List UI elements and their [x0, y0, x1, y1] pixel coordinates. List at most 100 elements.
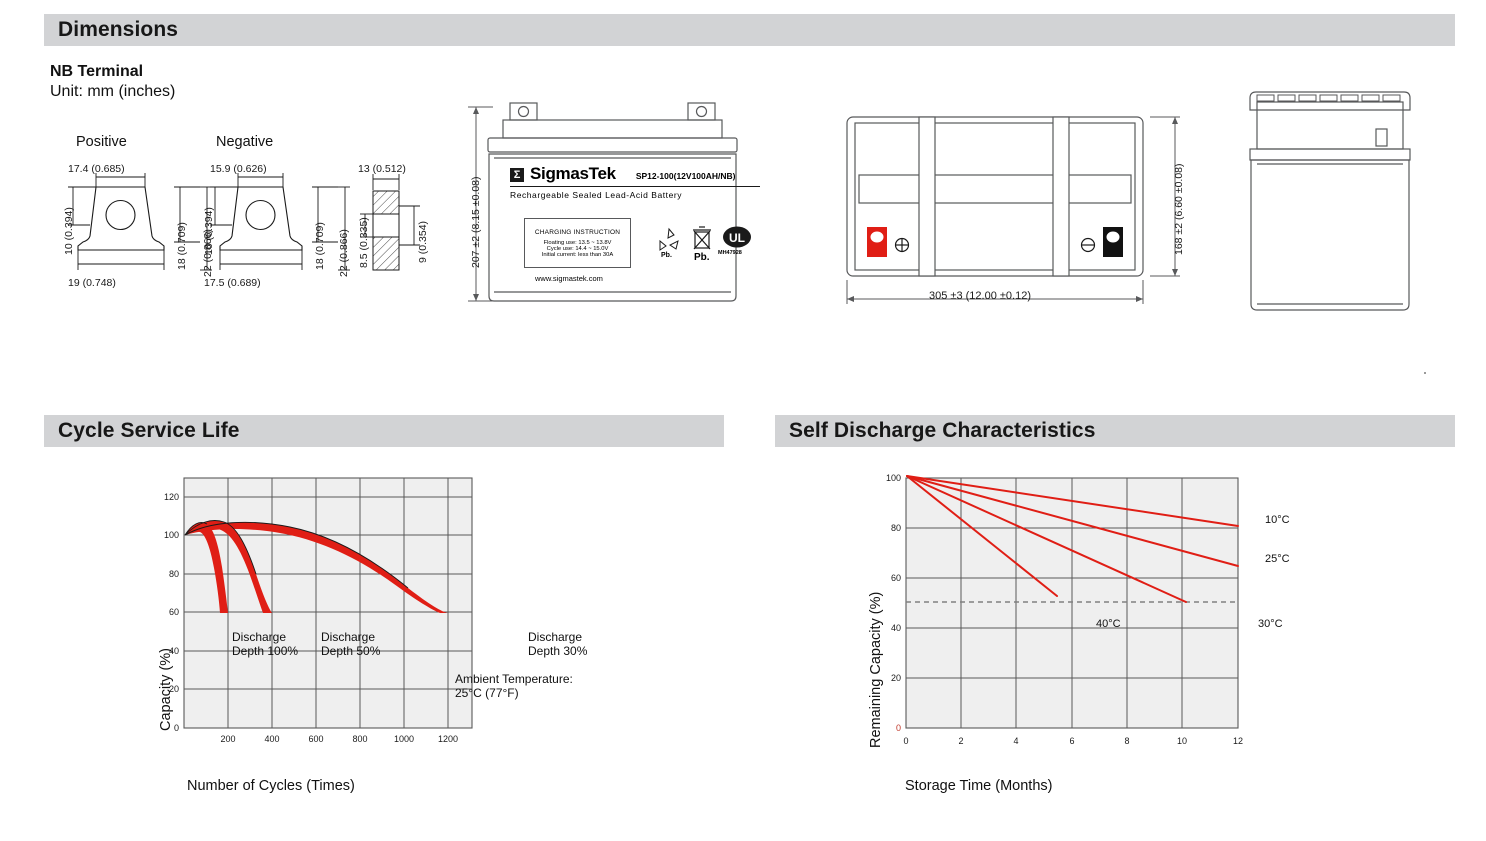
series-line-25c [906, 475, 1239, 567]
charging-line-1: Floating use: 13.5 ~ 13.8V [543, 239, 612, 246]
cycle-band-dod50 [185, 520, 272, 613]
negative-inner-height: 18 (0.709) [314, 222, 326, 270]
cycle-annotation-dod50: Discharge Depth 50% [321, 630, 381, 658]
self-discharge-label-30c: 30°C [1258, 618, 1283, 630]
section-header-self-discharge: Self Discharge Characteristics [775, 415, 1455, 447]
cycle-band-dod30 [185, 522, 448, 613]
self-discharge-xlabel: Storage Time (Months) [905, 778, 1053, 794]
svg-text:1000: 1000 [394, 734, 414, 744]
self-discharge-chart: 100 80 60 40 20 0 0 2 4 6 8 10 12 [886, 473, 1243, 746]
cycle-annotation-ambient-temp: Ambient Temperature: 25°C (77°F) [455, 672, 573, 700]
self-discharge-ylabel: Remaining Capacity (%) [868, 591, 884, 748]
svg-text:10: 10 [1177, 736, 1187, 746]
self-discharge-label-25c: 25°C [1265, 553, 1290, 565]
negative-left-height: 10 (0.394) [203, 207, 215, 255]
unit-note: Unit: mm (inches) [50, 83, 176, 100]
svg-text:120: 120 [164, 492, 179, 502]
battery-model: SP12-100(12V100AH/NB) [635, 171, 736, 181]
positive-left-height: 10 (0.394) [63, 207, 75, 255]
battery-side-view [1249, 91, 1411, 311]
positive-terminal-top [867, 227, 887, 257]
svg-text:60: 60 [891, 573, 901, 583]
svg-text:40: 40 [169, 646, 179, 656]
svg-text:6: 6 [1069, 736, 1074, 746]
svg-text:12: 12 [1233, 736, 1243, 746]
svg-text:600: 600 [308, 734, 323, 744]
battery-width-value: 168 ±2 (6.60 ±0.08) [1173, 163, 1185, 255]
section-title-dimensions: Dimensions [58, 18, 179, 41]
negative-outer-height: 22 (0.866) [338, 229, 350, 277]
battery-length-value: 305 ±3 (12.00 ±0.12) [929, 290, 1031, 302]
svg-text:2: 2 [958, 736, 963, 746]
positive-terminal-drawing [68, 173, 212, 271]
self-discharge-label-10c: 10°C [1265, 514, 1290, 526]
sigmastek-logo-mark: Σ [510, 168, 524, 182]
negative-base-width: 17.5 (0.689) [204, 277, 261, 289]
charging-line-3: Initial current: less than 30A [541, 251, 614, 258]
positive-inner-height: 18 (0.709) [176, 222, 188, 270]
charging-instruction-heading: CHARGING INSTRUCTION [534, 228, 621, 236]
battery-top-view [846, 116, 1144, 277]
negative-terminal-drawing [210, 173, 350, 271]
battery-tagline: Rechargeable Sealed Lead-Acid Battery [510, 186, 760, 200]
battery-height-dimension [468, 106, 493, 302]
svg-text:80: 80 [169, 569, 179, 579]
section-gap: 8.5 (0.335) [358, 217, 370, 268]
series-line-30c [906, 475, 1187, 603]
cycle-annotation-dod100: Discharge Depth 100% [232, 630, 299, 658]
terminal-section-profile [360, 174, 420, 271]
svg-text:400: 400 [264, 734, 279, 744]
battery-width-dimension [1150, 116, 1180, 277]
cycle-chart-xlabel: Number of Cycles (Times) [187, 778, 355, 794]
battery-front-view [487, 102, 738, 302]
svg-text:20: 20 [169, 684, 179, 694]
svg-text:40: 40 [891, 623, 901, 633]
recycle-pb-label: Pb. [661, 252, 672, 259]
svg-text:80: 80 [891, 523, 901, 533]
battery-label-block: Σ SigmasTek SP12-100(12V100AH/NB) Rechar… [510, 164, 760, 200]
svg-text:20: 20 [891, 673, 901, 683]
battery-website: www.sigmastek.com [535, 274, 603, 283]
negative-terminal-label: Negative [216, 134, 274, 150]
cycle-service-life-chart: 120 100 80 60 40 20 0 200 400 600 800 10… [164, 477, 473, 744]
svg-text:4: 4 [1013, 736, 1018, 746]
decorative-dot [1424, 372, 1426, 374]
svg-text:UL: UL [729, 231, 745, 245]
negative-top-width: 15.9 (0.626) [210, 163, 267, 175]
self-discharge-label-40c: 40°C [1096, 618, 1121, 630]
svg-text:60: 60 [169, 607, 179, 617]
series-line-10c [906, 475, 1239, 527]
battery-length-dimension [846, 280, 1144, 304]
svg-text:8: 8 [1124, 736, 1129, 746]
cycle-chart-ylabel: Capacity (%) [158, 648, 174, 731]
svg-text:1200: 1200 [438, 734, 458, 744]
ul-file-number: MH47928 [718, 250, 742, 256]
section-title-self-discharge: Self Discharge Characteristics [789, 419, 1096, 442]
svg-text:0: 0 [896, 723, 901, 733]
cycle-band-dod100 [185, 522, 228, 613]
series-line-40c [906, 475, 1058, 597]
wheelie-pb-label: Pb. [694, 252, 710, 263]
positive-terminal-label: Positive [76, 134, 127, 150]
svg-text:0: 0 [903, 736, 908, 746]
sigmastek-brand: SigmasTek [530, 164, 616, 183]
positive-base-width: 19 (0.748) [68, 277, 116, 289]
section-title-cycle-service-life: Cycle Service Life [58, 419, 240, 442]
charging-line-2: Cycle use: 14.4 ~ 15.0V [546, 245, 609, 252]
svg-text:200: 200 [220, 734, 235, 744]
section-height: 9 (0.354) [417, 220, 429, 263]
svg-text:0: 0 [174, 723, 179, 733]
nb-terminal-heading: NB Terminal [50, 63, 144, 80]
svg-text:100: 100 [164, 530, 179, 540]
recycle-pb-icon [659, 227, 679, 251]
svg-text:800: 800 [352, 734, 367, 744]
ul-mark-icon: UL [723, 226, 751, 248]
charging-instruction-box: CHARGING INSTRUCTION Floating use: 13.5 … [524, 218, 631, 268]
battery-height-value: 207 ±2 (8.15 ±0.08) [470, 176, 482, 268]
wheelie-bin-crossed-icon [693, 226, 711, 250]
section-width: 13 (0.512) [358, 163, 406, 175]
section-header-cycle-service-life: Cycle Service Life [44, 415, 724, 447]
svg-text:100: 100 [886, 473, 901, 483]
section-header-dimensions: Dimensions [44, 14, 1455, 46]
